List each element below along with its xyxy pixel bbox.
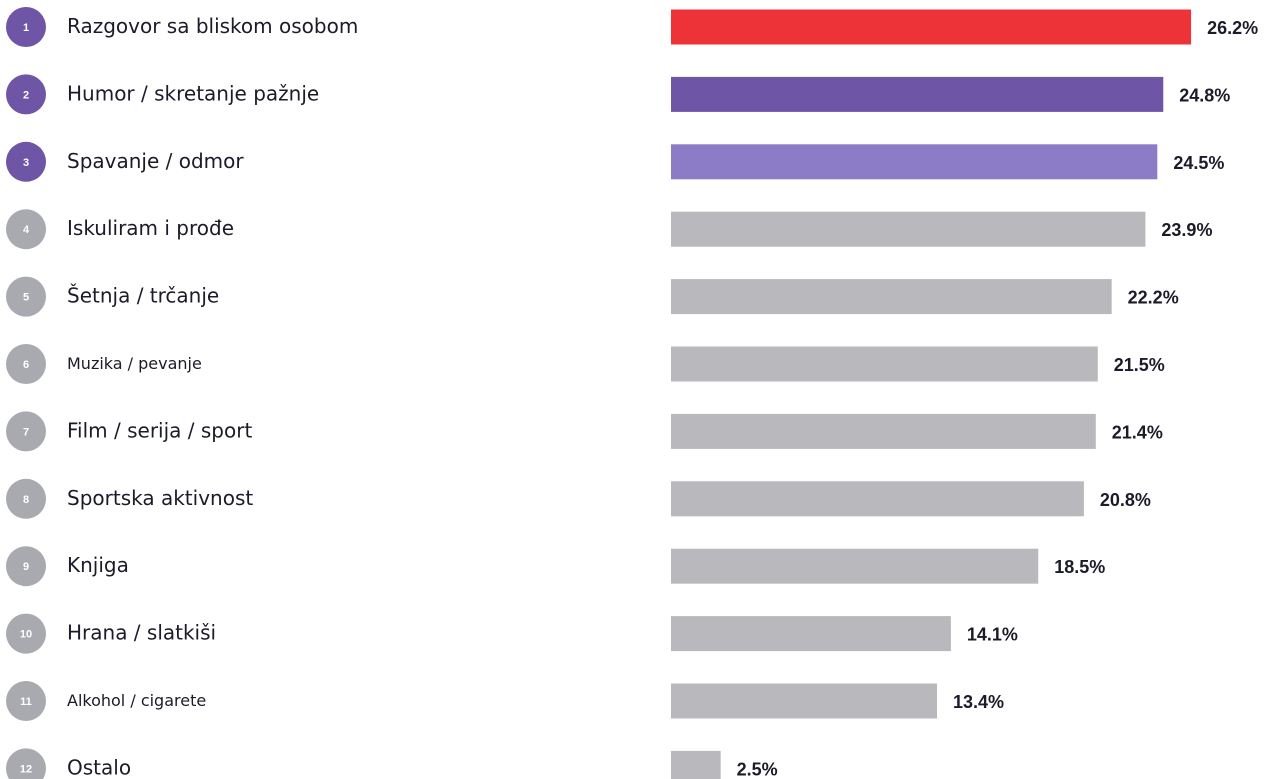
rank-number: 7 <box>23 426 29 438</box>
rank-badge <box>6 411 46 452</box>
rank-number: 2 <box>23 89 29 101</box>
value-label: 2.5% <box>737 759 778 779</box>
category-label: Humor / skretanje pažnje <box>67 81 319 105</box>
value-label: 24.5% <box>1173 153 1224 173</box>
rank-badge <box>6 344 46 384</box>
bar <box>671 9 1192 45</box>
value-label: 18.5% <box>1054 557 1105 577</box>
value-label: 23.9% <box>1161 220 1212 240</box>
bar-row: 3 Spavanje / odmor 24.5% <box>6 141 1224 182</box>
rank-badge <box>6 681 46 721</box>
rank-badge <box>6 74 46 115</box>
rank-number: 10 <box>20 629 32 641</box>
rank-badge <box>6 748 46 779</box>
bar-row: 11 Alkohol / cigarete 13.4% <box>6 681 1004 721</box>
bar <box>671 616 951 652</box>
bar <box>671 144 1158 180</box>
chart-rows: 1 Razgovor sa bliskom osobom 26.2% 2 Humor /… <box>6 7 1258 779</box>
rank-badge <box>6 276 46 317</box>
rank-number: 1 <box>23 22 29 34</box>
bar <box>671 413 1096 449</box>
category-label: Muzika / pevanje <box>67 354 202 373</box>
bar-row: 7 Film / serija / sport 21.4% <box>6 411 1163 452</box>
bar <box>671 750 721 779</box>
value-label: 21.5% <box>1114 355 1165 375</box>
value-label: 24.8% <box>1179 85 1230 105</box>
rank-number: 5 <box>23 292 29 304</box>
bar-row: 6 Muzika / pevanje 21.5% <box>6 344 1165 384</box>
category-label: Razgovor sa bliskom osobom <box>67 14 358 38</box>
rank-number: 4 <box>23 224 30 236</box>
bar-row: 5 Šetnja / trčanje 22.2% <box>6 276 1179 317</box>
rank-badge <box>6 7 46 47</box>
rank-number: 6 <box>23 359 29 371</box>
bar <box>671 346 1098 382</box>
value-label: 14.1% <box>967 625 1018 645</box>
bar-row: 8 Sportska aktivnost 20.8% <box>6 478 1151 519</box>
rank-number: 9 <box>23 561 29 573</box>
bar <box>671 76 1164 112</box>
rank-badge <box>6 209 46 250</box>
bar-row: 9 Knjiga 18.5% <box>6 546 1105 587</box>
value-label: 22.2% <box>1128 288 1179 308</box>
bar <box>671 211 1146 247</box>
bar-row: 12 Ostalo 2.5% <box>6 748 778 779</box>
category-label: Sportska aktivnost <box>67 486 253 510</box>
bar-row: 4 Iskuliram i prođe 23.9% <box>6 209 1212 250</box>
value-label: 21.4% <box>1112 422 1163 442</box>
bar <box>671 683 937 719</box>
rank-number: 3 <box>23 157 29 169</box>
category-label: Knjiga <box>67 553 129 577</box>
rank-number: 8 <box>23 494 29 506</box>
rank-number: 11 <box>20 696 32 708</box>
rank-badge <box>6 613 46 654</box>
rank-badge <box>6 546 46 587</box>
category-label: Iskuliram i prođe <box>67 216 234 240</box>
rank-number: 12 <box>20 763 32 775</box>
category-label: Šetnja / trčanje <box>67 284 219 308</box>
bar-row: 1 Razgovor sa bliskom osobom 26.2% <box>6 7 1258 47</box>
category-label: Alkohol / cigarete <box>67 691 206 710</box>
bar-row: 2 Humor / skretanje pažnje 24.8% <box>6 74 1230 115</box>
value-label: 13.4% <box>953 692 1004 712</box>
value-label: 26.2% <box>1207 18 1258 38</box>
category-label: Spavanje / odmor <box>67 149 244 173</box>
rank-badge <box>6 478 46 519</box>
rank-badge <box>6 141 46 182</box>
bar <box>671 279 1112 315</box>
category-label: Film / serija / sport <box>67 418 252 442</box>
category-label: Hrana / slatkiši <box>67 621 216 645</box>
bar-row: 10 Hrana / slatkiši 14.1% <box>6 613 1018 654</box>
value-label: 20.8% <box>1100 490 1151 510</box>
bar <box>671 548 1039 584</box>
bar <box>671 481 1084 517</box>
category-label: Ostalo <box>67 755 131 779</box>
